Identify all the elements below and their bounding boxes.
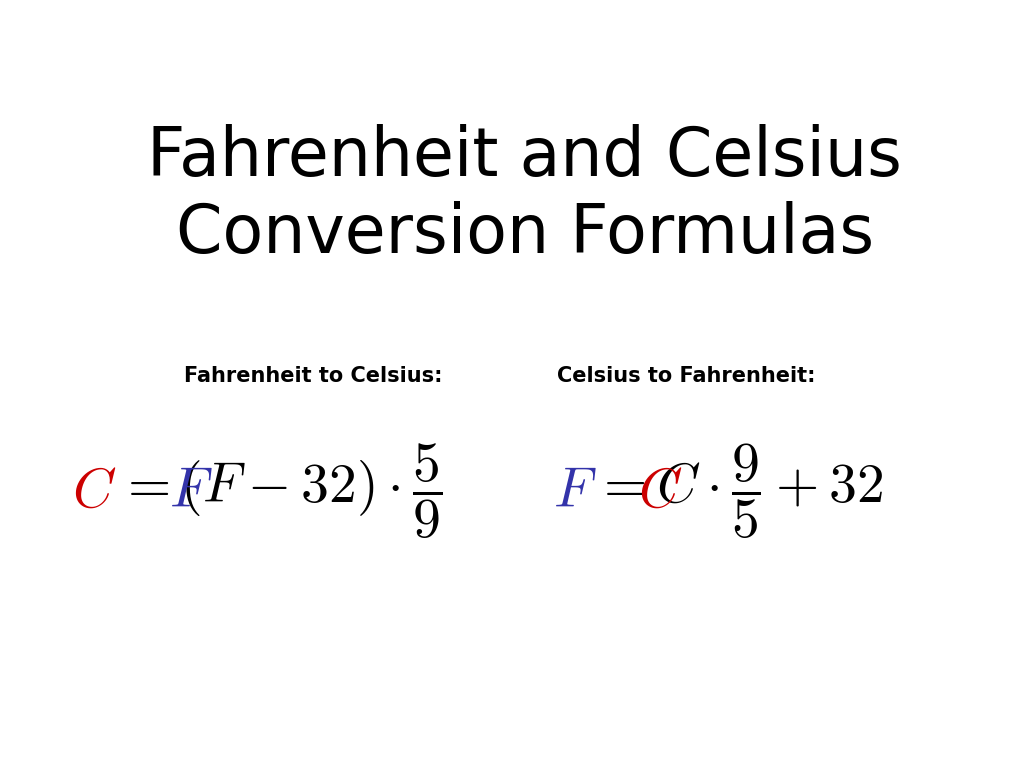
- Text: Fahrenheit and Celsius: Fahrenheit and Celsius: [147, 124, 902, 190]
- Text: $\mathit{F}$: $\mathit{F}$: [553, 465, 597, 518]
- Text: $=(\mathit{F}-32)\cdot\dfrac{5}{9}$: $=(\mathit{F}-32)\cdot\dfrac{5}{9}$: [118, 442, 442, 541]
- Text: Celsius to Fahrenheit:: Celsius to Fahrenheit:: [557, 366, 815, 386]
- Text: Fahrenheit to Celsius:: Fahrenheit to Celsius:: [183, 366, 442, 386]
- Text: $\mathit{C}$: $\mathit{C}$: [72, 465, 116, 518]
- Text: $=\mathit{C}\cdot\dfrac{9}{5}+32$: $=\mathit{C}\cdot\dfrac{9}{5}+32$: [594, 442, 883, 541]
- Text: $\mathit{C}$: $\mathit{C}$: [638, 465, 682, 518]
- Text: $\mathit{F}$: $\mathit{F}$: [169, 465, 213, 518]
- Text: Conversion Formulas: Conversion Formulas: [176, 201, 873, 267]
